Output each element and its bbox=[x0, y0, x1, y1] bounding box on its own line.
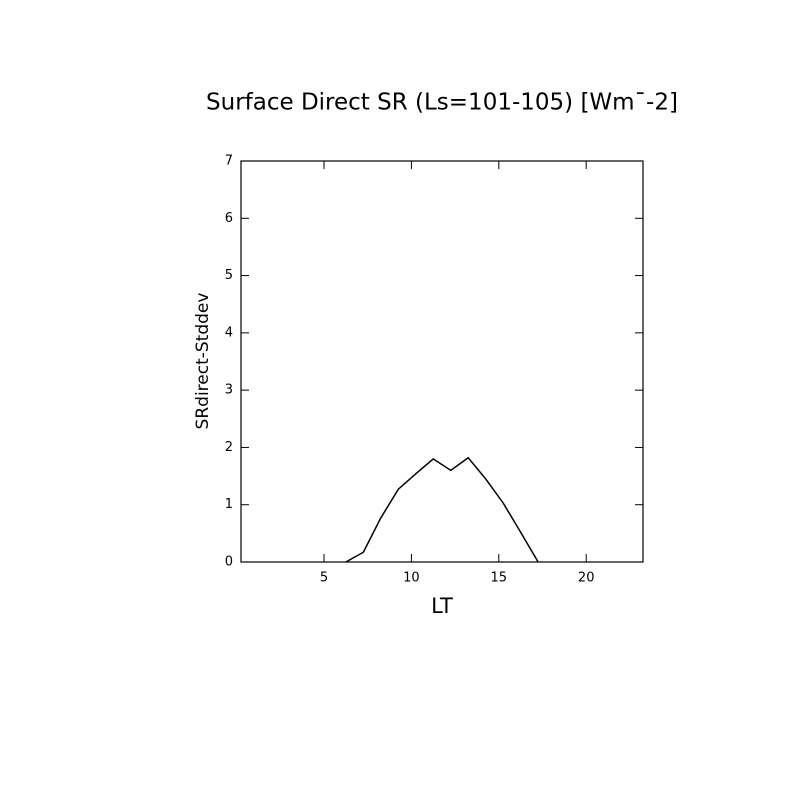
y-tick-label: 0 bbox=[225, 555, 233, 570]
data-line bbox=[345, 456, 539, 563]
plot-frame bbox=[240, 160, 644, 563]
y-tick-label: 5 bbox=[225, 268, 233, 283]
x-tick-label: 10 bbox=[403, 571, 420, 586]
x-tick-label: 5 bbox=[320, 571, 328, 586]
x-tick-label: 15 bbox=[491, 571, 508, 586]
y-tick-label: 1 bbox=[225, 497, 233, 512]
x-axis-label: LT bbox=[431, 594, 453, 618]
y-tick-label: 6 bbox=[225, 211, 233, 226]
x-tick-label: 20 bbox=[578, 571, 595, 586]
y-axis-label: SRdirect-Stddev bbox=[193, 293, 213, 430]
chart-title: Surface Direct SR (Ls=101-105) [Wm¯-2] bbox=[206, 90, 678, 116]
y-tick-label: 7 bbox=[225, 154, 233, 169]
y-tick-label: 4 bbox=[225, 325, 233, 340]
y-tick-label: 2 bbox=[225, 440, 233, 455]
y-tick-label: 3 bbox=[225, 383, 233, 398]
